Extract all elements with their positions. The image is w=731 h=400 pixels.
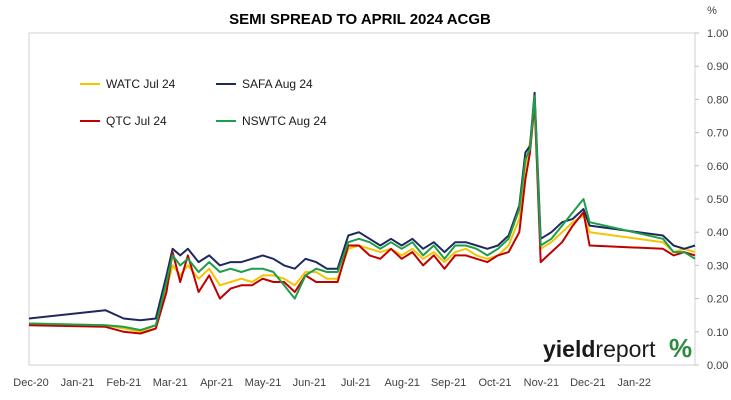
x-tick-label: Jan-22 <box>617 377 651 389</box>
legend-item-nswtc: NSWTC Aug 24 <box>216 114 327 128</box>
y-tick-label: 1.00 <box>707 28 728 40</box>
y-tick-label: 0.50 <box>707 194 728 206</box>
legend-item-safa: SAFA Aug 24 <box>216 77 313 91</box>
legend-item-watc: WATC Jul 24 <box>80 77 176 91</box>
y-tick-label: 0.90 <box>707 61 728 73</box>
x-tick-label: Jun-21 <box>293 377 327 389</box>
yieldreport-logo: yieldreport % <box>543 333 692 363</box>
brand-text-main: yield <box>543 336 595 362</box>
x-tick-label: Jan-21 <box>61 377 95 389</box>
legend: WATC Jul 24 SAFA Aug 24 QTC Jul 24 NSWTC… <box>80 77 327 128</box>
y-tick-label: 0.80 <box>707 94 728 106</box>
legend-label-nswtc: NSWTC Aug 24 <box>242 114 327 128</box>
x-tick-label: Mar-21 <box>153 377 188 389</box>
y-tick-label: 0.20 <box>707 294 728 306</box>
series-line-nswtc-aug-24 <box>28 95 696 332</box>
y-axis: 0.00 0.10 0.20 0.30 0.40 0.50 0.60 0.70 0.80 0.90… <box>695 28 728 372</box>
x-tick-label: Feb-21 <box>106 377 141 389</box>
legend-item-qtc: QTC Jul 24 <box>80 114 167 128</box>
x-tick-label: Aug-21 <box>384 377 419 389</box>
series-line-watc-jul-24 <box>28 105 696 333</box>
brand-wordmark: yieldreport <box>543 336 656 362</box>
y-tick-label: 0.00 <box>707 360 728 372</box>
x-tick-label: Nov-21 <box>524 377 559 389</box>
x-tick-label: May-21 <box>245 377 282 389</box>
y-tick-label: 0.30 <box>707 260 728 272</box>
y-tick-label: 0.70 <box>707 128 728 140</box>
series-line-qtc-jul-24 <box>28 101 696 335</box>
x-tick-label: Dec-20 <box>13 377 48 389</box>
y-tick-label: 0.60 <box>707 161 728 173</box>
series-layer <box>28 91 696 335</box>
legend-label-safa: SAFA Aug 24 <box>242 77 313 91</box>
x-tick-label: Apr-21 <box>200 377 233 389</box>
legend-label-watc: WATC Jul 24 <box>106 77 176 91</box>
y-tick-label: 0.10 <box>707 327 728 339</box>
legend-label-qtc: QTC Jul 24 <box>106 114 167 128</box>
x-tick-label: Dec-21 <box>570 377 605 389</box>
y-tick-label: 0.40 <box>707 227 728 239</box>
chart-title: SEMI SPREAD TO APRIL 2024 ACGB <box>229 11 491 28</box>
y-axis-unit: % <box>707 5 717 17</box>
x-axis: Dec-20 Jan-21 Feb-21 Mar-21 Apr-21 May-21 Jun-… <box>13 377 651 389</box>
x-tick-label: Oct-21 <box>478 377 511 389</box>
x-tick-label: Sep-21 <box>431 377 466 389</box>
brand-text-accent: report <box>595 336 656 362</box>
x-tick-label: Jul-21 <box>341 377 371 389</box>
series-line-safa-aug-24 <box>28 91 696 322</box>
brand-percent-icon: % <box>669 333 692 363</box>
